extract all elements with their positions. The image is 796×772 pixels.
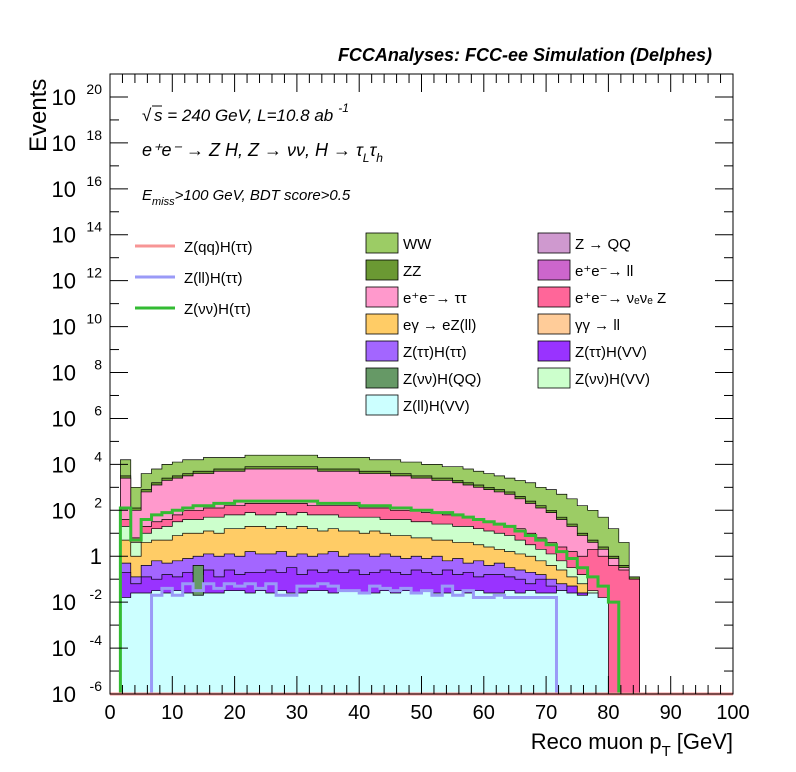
legend-label: WW <box>403 236 432 253</box>
annotation-block: √ s = 240 GeV, L=10.8 ab -1 e⁺e⁻ → Z H, Z… <box>142 101 383 208</box>
y-tick-exponent: 14 <box>86 219 102 235</box>
signal-line-z-h <box>110 499 733 696</box>
x-tick-label: 70 <box>535 702 557 724</box>
annotation-energy: s = 240 GeV, L=10.8 ab -1 <box>154 101 349 125</box>
y-tick-label: 10 <box>52 223 76 248</box>
legend-swatch-zz <box>365 259 399 281</box>
y-tick-exponent: 20 <box>86 81 102 97</box>
y-tick-exponent: 8 <box>94 357 102 373</box>
x-axis: 0 10 20 30 40 50 60 70 80 90 100 <box>104 74 750 724</box>
y-tick-label: 10 <box>52 682 76 707</box>
x-tick-label: 40 <box>348 702 370 724</box>
x-tick-label: 10 <box>161 702 183 724</box>
y-tick-label: 10 <box>52 406 76 431</box>
stacked-histograms <box>110 454 733 695</box>
legend-label: e⁺e⁻→ ττ <box>403 290 467 307</box>
legend-label: Z → QQ <box>575 236 631 253</box>
y-tick-label: 10 <box>52 361 76 386</box>
y-tick-exponent: 6 <box>94 402 102 418</box>
y-tick-exponent: 12 <box>86 265 102 281</box>
y-tick-exponent: -4 <box>90 632 103 648</box>
y-tick-exponent: 4 <box>94 448 102 464</box>
legend-label: Z(νν)H(ττ) <box>184 301 251 318</box>
x-tick-label: 90 <box>660 702 682 724</box>
stack-z-ll-h-vv <box>110 590 733 695</box>
legend-swatch-ww <box>365 232 399 254</box>
sqrt-symbol: √ <box>142 106 152 125</box>
legend-swatch-z-h <box>365 340 399 362</box>
legend-label: eγ → eZ(ll) <box>403 317 476 334</box>
x-tick-label: 100 <box>716 702 749 724</box>
y-tick-exponent: -6 <box>90 678 103 694</box>
y-tick-label: 10 <box>52 590 76 615</box>
y-tick-exponent: 16 <box>86 173 102 189</box>
legend-label: Z(νν)H(VV) <box>575 371 650 388</box>
y-tick-exponent: 10 <box>86 311 102 327</box>
legend-swatch-z-h-vv <box>537 340 571 362</box>
legend-label: Z(ll)H(VV) <box>403 398 470 415</box>
y-tick-label: 10 <box>52 498 76 523</box>
y-tick-exponent: 2 <box>94 494 102 510</box>
chart-title: FCCAnalyses: FCC-ee Simulation (Delphes) <box>338 45 712 65</box>
annotation-process: e⁺e⁻ → Z H, Z → νν, H → τLτh <box>142 140 383 165</box>
legend-label: Z(ττ)H(ττ) <box>403 344 467 361</box>
legend-swatch-z-qq <box>537 232 571 254</box>
y-tick-label: 10 <box>52 85 76 110</box>
legend-swatch-e-e-ll <box>537 259 571 281</box>
legend-swatch-e-ez-ll <box>365 313 399 335</box>
legend-label: γγ → ll <box>575 317 620 334</box>
y-tick-label: 10 <box>52 269 76 294</box>
x-tick-label: 50 <box>410 702 432 724</box>
y-axis: 10 -6 10 -4 10 -2 1 10 2 10 4 10 6 10 8 10 10 10 12 10 14 10 1… <box>52 73 733 707</box>
x-tick-label: 60 <box>473 702 495 724</box>
y-tick-label: 10 <box>52 636 76 661</box>
legend-label: ZZ <box>403 263 421 280</box>
y-tick-label: 10 <box>52 315 76 340</box>
y-tick-label: 10 <box>52 177 76 202</box>
x-tick-label: 80 <box>597 702 619 724</box>
y-axis-label: Events <box>25 79 52 152</box>
legend-swatch-e-e-z <box>537 286 571 308</box>
y-tick-exponent: 18 <box>86 127 102 143</box>
annotation-cut: Emiss>100 GeV, BDT score>0.5 <box>142 187 351 208</box>
y-tick-exponent: -2 <box>90 586 103 602</box>
y-tick-label: 10 <box>52 452 76 477</box>
legend-label: e⁺e⁻→ νₑνₑ Z <box>575 290 666 307</box>
x-axis-label-main: Reco muon p <box>531 729 662 754</box>
x-tick-label: 0 <box>104 702 115 724</box>
legend-swatch-ll <box>537 313 571 335</box>
legend-swatch-e-e <box>365 286 399 308</box>
legend-signals: Z(qq)H(ττ) Z(ll)H(ττ) Z(νν)H(ττ) <box>135 239 253 318</box>
x-tick-label: 30 <box>286 702 308 724</box>
legend-swatch-z-h-qq <box>365 367 399 389</box>
x-axis-label-unit: [GeV] <box>677 729 733 754</box>
x-tick-label: 20 <box>223 702 245 724</box>
legend-swatch-z-ll-h-vv <box>365 394 399 416</box>
y-tick-label: 1 <box>90 544 102 569</box>
legend-backgrounds: WW Z → QQ ZZ e⁺e⁻→ ll e⁺e⁻→ ττ e⁺e⁻→ νₑνₑ Z eγ… <box>365 232 666 416</box>
x-axis-label: Reco muon pT [GeV] <box>531 729 733 760</box>
legend-label: Z(νν)H(QQ) <box>403 371 481 388</box>
legend-label: e⁺e⁻→ ll <box>575 263 633 280</box>
x-axis-label-sub: T <box>662 743 671 760</box>
legend-label: Z(ll)H(ττ) <box>184 270 243 287</box>
legend-label: Z(ττ)H(VV) <box>575 344 647 361</box>
y-tick-label: 10 <box>52 131 76 156</box>
legend-label: Z(qq)H(ττ) <box>184 239 253 256</box>
legend-swatch-z-h-vv <box>537 367 571 389</box>
